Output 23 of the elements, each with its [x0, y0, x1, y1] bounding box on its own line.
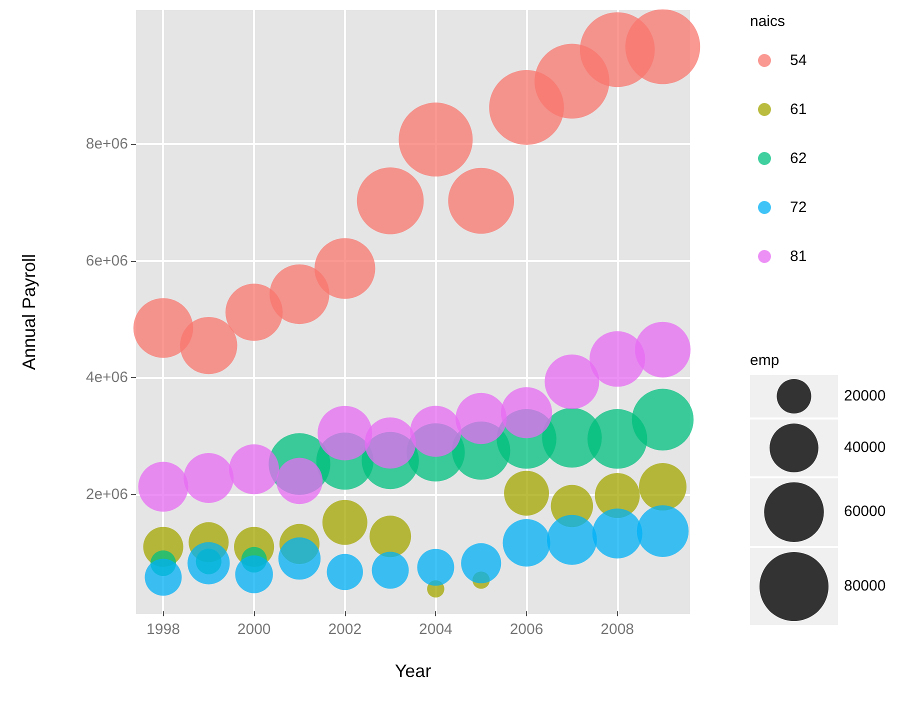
x-tick-label: 2004: [419, 621, 452, 638]
legend-label: 20000: [844, 387, 886, 404]
x-axis-title: Year: [394, 661, 432, 681]
legend-label: 40000: [844, 438, 886, 456]
y-tick-label: 8e+06: [86, 136, 128, 153]
legend-label: 81: [790, 248, 807, 265]
y-tick-label: 2e+06: [86, 486, 128, 503]
legend-label: 54: [790, 52, 807, 69]
y-tick-label: 6e+06: [86, 252, 128, 270]
x-tick-label: 2000: [237, 621, 271, 638]
legend-label: 62: [790, 150, 807, 167]
legend-title: naics: [750, 13, 786, 30]
x-tick-label: 2002: [328, 621, 362, 638]
legend-label: 72: [790, 199, 807, 216]
legend-label: 61: [790, 101, 807, 118]
y-tick-label: 4e+06: [86, 369, 128, 386]
text: emp: [750, 352, 780, 369]
y-axis-title: Annual Payroll: [19, 254, 39, 370]
x-tick-label: 2008: [600, 621, 634, 638]
legend-label: 60000: [844, 503, 886, 520]
x-tick-label: 2006: [510, 621, 544, 638]
legend-label: 80000: [844, 578, 886, 595]
x-tick-label: 1998: [146, 621, 180, 638]
